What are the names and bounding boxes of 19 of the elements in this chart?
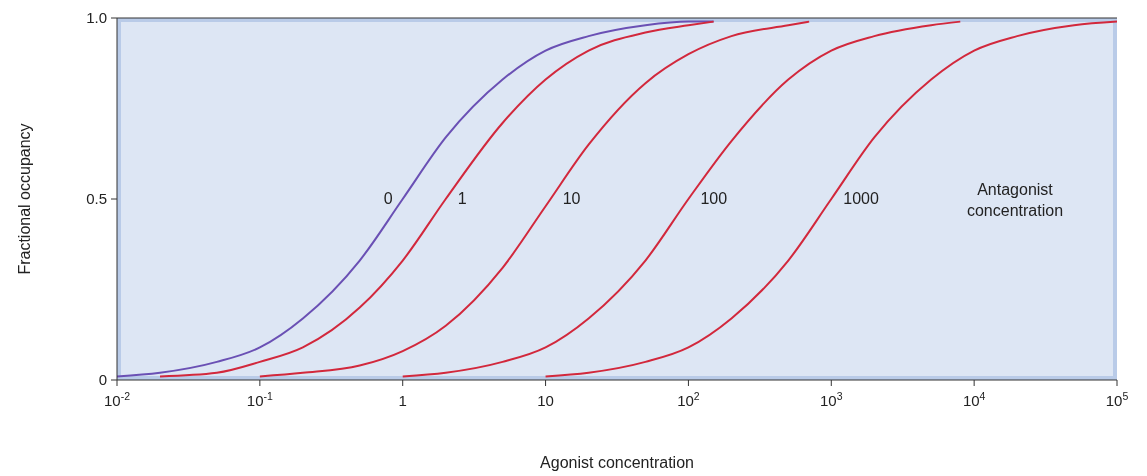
annotation: Antagonist concentration [966, 181, 1064, 219]
x-tick-label: 10 [537, 392, 554, 409]
x-tick-label: 10$^{-1}$ [246, 390, 274, 409]
series-label: 10 [562, 190, 581, 207]
x-tick-label: 10$^{2}$ [677, 390, 700, 409]
y-axis-title: Fractional occupancy [16, 123, 33, 275]
series-label: 1 [457, 190, 467, 207]
series-label: 1000 [843, 190, 879, 207]
y-tick-label: 0 [98, 371, 107, 388]
x-tick-label: 10$^{-2}$ [103, 390, 131, 409]
x-axis-title: Agonist concentration [540, 454, 694, 471]
x-tick-label: 1 [398, 392, 407, 409]
y-tick-label: 0.5 [86, 190, 107, 207]
x-tick-label: 10$^{4}$ [962, 390, 986, 409]
y-tick-label: 1.0 [86, 9, 107, 26]
series-label: 100 [700, 190, 728, 207]
x-tick-label: 10$^{5}$ [1105, 390, 1129, 409]
x-tick-label: 10$^{3}$ [820, 390, 843, 409]
series-label: 0 [383, 190, 393, 207]
